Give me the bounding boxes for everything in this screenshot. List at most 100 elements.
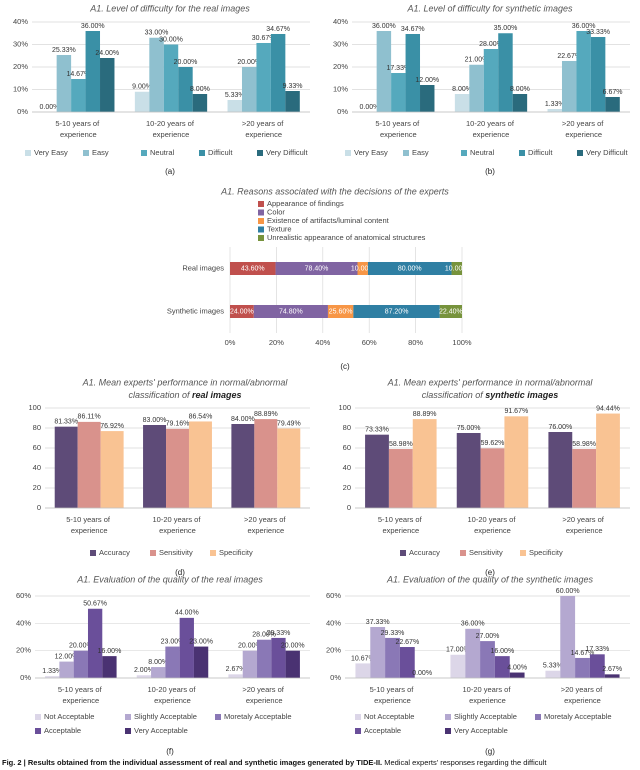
bar-segment bbox=[367, 262, 452, 275]
legend-label: Acceptable bbox=[364, 726, 401, 735]
data-label: 29.33% bbox=[267, 630, 291, 637]
chart-title: A1. Evaluation of the quality of the rea… bbox=[76, 574, 263, 584]
data-label: 25.60% bbox=[329, 308, 353, 315]
bar bbox=[420, 85, 435, 112]
bar bbox=[469, 64, 484, 112]
data-label: 86.11% bbox=[78, 414, 101, 421]
chart-title: A1. Evaluation of the quality of the syn… bbox=[386, 574, 594, 584]
x-tick-label: 0% bbox=[225, 338, 236, 347]
bar bbox=[102, 656, 117, 678]
y-tick-label: 40 bbox=[343, 463, 351, 472]
data-label: 36.00% bbox=[572, 23, 596, 30]
legend-swatch bbox=[258, 226, 264, 233]
bar bbox=[604, 674, 620, 678]
data-label: 14.67% bbox=[66, 71, 90, 78]
legend-swatch bbox=[355, 728, 361, 734]
bar bbox=[179, 617, 194, 678]
x-tick-label: >20 years of experience bbox=[562, 515, 606, 535]
data-label: 2.00% bbox=[134, 667, 154, 674]
data-label: 36.00% bbox=[81, 23, 105, 30]
data-label: 76.92% bbox=[100, 423, 124, 430]
data-label: 17.33% bbox=[585, 646, 609, 653]
caption-bold: Fig. 2 | Results obtained from the indiv… bbox=[2, 758, 382, 767]
data-label: 79.49% bbox=[277, 420, 301, 427]
data-label: 16.00% bbox=[98, 648, 122, 655]
bar bbox=[100, 58, 115, 112]
legend-label: Existence of artifacts/luminal content bbox=[267, 216, 390, 225]
bar bbox=[270, 33, 286, 112]
data-label: 59.62% bbox=[481, 440, 505, 447]
data-label: 33.33% bbox=[586, 29, 610, 36]
bar bbox=[256, 42, 271, 112]
x-tick-label: 10-20 years of experience bbox=[462, 685, 512, 705]
legend-swatch bbox=[258, 235, 264, 241]
data-label: 12.00% bbox=[415, 77, 439, 84]
y-tick-label: 0% bbox=[337, 107, 348, 116]
data-label: 81.33% bbox=[54, 419, 78, 426]
legend-swatch bbox=[520, 550, 526, 556]
bar bbox=[450, 654, 466, 678]
x-tick-label: 20% bbox=[269, 338, 284, 347]
data-label: 0.00% bbox=[412, 670, 432, 677]
legend-label: Neutral bbox=[150, 148, 175, 157]
legend-swatch bbox=[210, 550, 216, 556]
bar bbox=[494, 656, 510, 678]
x-tick-label: 5-10 years of experience bbox=[66, 515, 112, 535]
x-tick-label: >20 years of experience bbox=[561, 685, 605, 705]
bar bbox=[575, 657, 590, 678]
data-label: 50.67% bbox=[83, 601, 107, 608]
x-tick-label: 10-20 years of experience bbox=[147, 685, 197, 705]
data-label: 24.00% bbox=[95, 50, 119, 57]
bar bbox=[388, 449, 413, 508]
data-label: 83.00% bbox=[143, 417, 167, 424]
data-label: 27.00% bbox=[476, 633, 500, 640]
data-label: 34.67% bbox=[401, 26, 425, 33]
bar bbox=[271, 637, 286, 678]
legend-swatch bbox=[83, 150, 89, 156]
chart: A1. Mean experts' performance in normal/… bbox=[28, 377, 310, 577]
bar bbox=[227, 100, 242, 112]
x-tick-label: 10-20 years of experience bbox=[467, 515, 517, 535]
data-label: 58.98% bbox=[572, 441, 596, 448]
data-label: 10.00% bbox=[445, 265, 469, 272]
data-label: 5.33% bbox=[543, 663, 563, 670]
y-tick-label: 60 bbox=[343, 443, 351, 452]
y-tick-label: 0 bbox=[37, 503, 41, 512]
legend-label: Very Difficult bbox=[266, 148, 308, 157]
legend-label: Moretaly Acceptable bbox=[224, 712, 292, 721]
x-tick-label: 5-10 years of experience bbox=[375, 119, 421, 139]
bar bbox=[412, 419, 437, 508]
bar bbox=[166, 428, 189, 508]
bar bbox=[242, 650, 258, 678]
chart: A1. Level of difficulty for the real ima… bbox=[13, 3, 310, 176]
y-tick-label: 10% bbox=[13, 84, 28, 93]
legend-swatch bbox=[35, 728, 41, 734]
data-label: 1.33% bbox=[545, 101, 565, 108]
data-label: 2.67% bbox=[226, 666, 246, 673]
bar bbox=[87, 608, 103, 678]
bar bbox=[480, 641, 495, 678]
legend-swatch bbox=[35, 714, 41, 720]
data-label: 36.00% bbox=[461, 621, 485, 628]
bar bbox=[228, 674, 243, 678]
bar bbox=[143, 425, 167, 508]
bar bbox=[178, 67, 193, 112]
bar bbox=[54, 426, 78, 508]
y-tick-label: 60% bbox=[16, 591, 31, 600]
legend-label: Specificity bbox=[219, 548, 253, 557]
data-label: 33.00% bbox=[145, 30, 169, 37]
legend-swatch bbox=[445, 728, 451, 734]
bar bbox=[163, 44, 179, 112]
data-label: 34.67% bbox=[266, 26, 290, 33]
data-label: 94.44% bbox=[596, 405, 620, 412]
data-label: 8.00% bbox=[452, 86, 472, 93]
legend-swatch bbox=[25, 150, 31, 156]
x-tick-label: 80% bbox=[408, 338, 423, 347]
legend-label: Sensitivity bbox=[469, 548, 503, 557]
data-label: 35.00% bbox=[494, 25, 518, 32]
data-label: 37.33% bbox=[366, 619, 390, 626]
caption: Fig. 2 | Results obtained from the indiv… bbox=[2, 758, 547, 767]
bar-segment bbox=[451, 262, 462, 275]
bar bbox=[576, 31, 591, 112]
